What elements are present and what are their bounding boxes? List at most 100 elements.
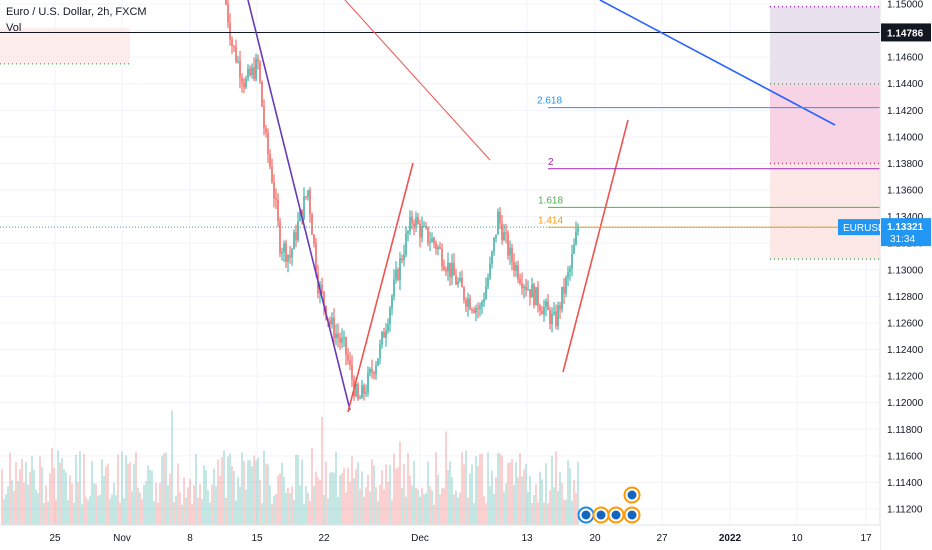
volume-bar (473, 503, 475, 525)
volume-bar (565, 499, 567, 525)
candle-body (507, 233, 509, 256)
candle-body (419, 223, 421, 238)
volume-bar (571, 500, 573, 525)
volume-bar (477, 465, 479, 525)
fib-level-label: 1.414 (538, 215, 563, 226)
candle-body (563, 286, 565, 294)
volume-bar (553, 487, 555, 525)
volume-bar (499, 453, 501, 525)
volume-bar (255, 460, 257, 525)
candle-body (269, 154, 271, 167)
zone-box-mid (770, 83, 880, 164)
candle-body (281, 251, 283, 254)
volume-bar (263, 450, 265, 525)
price-tick-label: 1.15000 (887, 0, 924, 11)
volume-bar (197, 497, 199, 525)
time-tick-label: 13 (521, 533, 533, 544)
volume-bar (569, 468, 571, 525)
time-tick-label: 15 (251, 533, 263, 544)
volume-bar (109, 498, 111, 525)
volume-bar (323, 495, 325, 525)
volume-bar (129, 462, 131, 525)
event-flag-inner (581, 510, 591, 520)
volume-bar (145, 481, 147, 525)
volume-bar (289, 492, 291, 525)
volume-bar (123, 498, 125, 525)
volume-bar (143, 484, 145, 525)
candle-body (225, 0, 227, 5)
volume-bar (151, 470, 153, 525)
volume-bar (361, 471, 363, 525)
candle-body (427, 226, 429, 243)
volume-bar (137, 487, 139, 525)
volume-bar (73, 502, 75, 525)
volume-bar (493, 493, 495, 525)
volume-bar (13, 490, 15, 525)
volume-bar (33, 469, 35, 525)
price-tick-label: 1.11400 (887, 478, 923, 489)
volume-bar (17, 480, 19, 525)
time-tick-label: 17 (860, 533, 872, 544)
candle-body (543, 306, 545, 315)
candle-body (361, 385, 363, 399)
candle-body (431, 238, 433, 243)
volume-bar (19, 469, 21, 525)
crosshair-price-label: 1.14786 (887, 28, 924, 39)
candle-body (239, 60, 241, 78)
volume-bar (229, 453, 231, 525)
volume-bar (41, 467, 43, 525)
candle-body (255, 58, 257, 79)
volume-bar (37, 492, 39, 525)
volume-bar (125, 455, 127, 525)
candle-body (355, 384, 357, 396)
volume-bar (257, 457, 259, 525)
volume-bar (5, 494, 7, 525)
price-tick-label: 1.13800 (887, 159, 924, 170)
candle-body (357, 384, 359, 399)
candle-body (415, 217, 417, 227)
candle-body (429, 242, 431, 244)
volume-bar (7, 486, 9, 525)
candle-body (407, 231, 409, 234)
candle-body (481, 302, 483, 307)
candle-body (455, 275, 457, 285)
countdown-label: 31:34 (890, 234, 915, 245)
candle-body (391, 296, 393, 309)
volume-bar (47, 501, 49, 525)
volume-bar (239, 486, 241, 525)
candle-body (489, 263, 491, 278)
candle-body (405, 233, 407, 255)
volume-bar (227, 456, 229, 525)
candle-body (535, 287, 537, 306)
candle-body (533, 284, 535, 306)
volume-indicator-label[interactable]: Vol (6, 22, 22, 34)
volume-bar (271, 503, 273, 525)
candle-body (375, 365, 377, 375)
volume-bar (343, 468, 345, 525)
symbol-title[interactable]: Euro / U.S. Dollar, 2h, FXCM (6, 6, 147, 18)
volume-bar (555, 451, 557, 525)
candle-body (339, 338, 341, 343)
volume-bar (427, 461, 429, 525)
price-tick-label: 1.12200 (887, 372, 924, 383)
trend-line-purple (247, 0, 351, 411)
volume-bar (335, 451, 337, 525)
candle-body (337, 333, 339, 339)
symbol-badge-label: EURUSD (843, 223, 885, 234)
volume-bar (397, 467, 399, 525)
volume-bar (425, 492, 427, 525)
volume-bar (235, 500, 237, 525)
volume-bar (249, 460, 251, 525)
volume-bar (209, 502, 211, 525)
candle-body (321, 284, 323, 292)
candle-body (575, 231, 577, 245)
candle-body (459, 277, 461, 282)
volume-bar (389, 464, 391, 525)
economic-events[interactable] (577, 486, 641, 524)
volume-bar (303, 504, 305, 525)
candle-body (329, 320, 331, 325)
volume-bar (321, 416, 323, 525)
volume-bar (375, 487, 377, 525)
candle-body (347, 354, 349, 361)
